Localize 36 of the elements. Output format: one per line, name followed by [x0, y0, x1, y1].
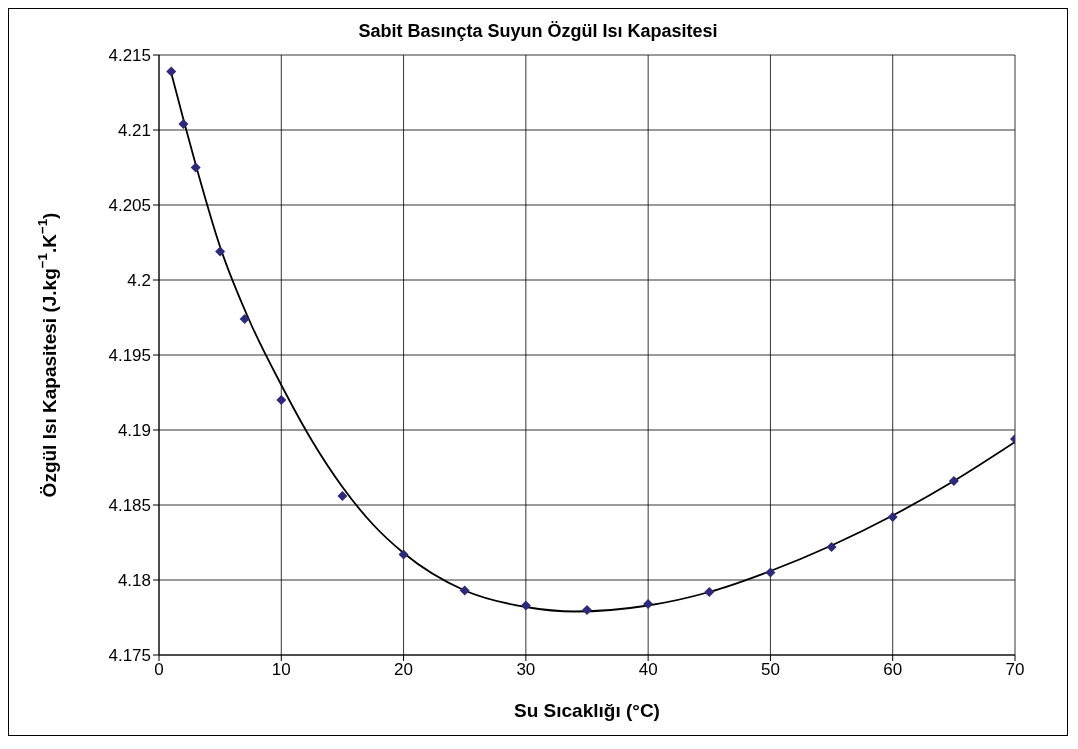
point: [765, 567, 776, 578]
x-tick-label: 0: [154, 660, 164, 680]
y-tick-label: 4.19: [117, 421, 151, 441]
point: [276, 395, 287, 405]
y-tick-label: 4.215: [108, 46, 151, 66]
y-tick-label: 4.205: [108, 196, 151, 216]
point: [178, 119, 189, 129]
point: [704, 587, 715, 597]
x-tick-label: 70: [1005, 660, 1025, 680]
point: [826, 542, 837, 552]
point: [190, 162, 201, 173]
y-tick-label: 4.175: [108, 646, 151, 666]
y-tick-label: 4.2: [127, 271, 151, 291]
point: [166, 66, 177, 77]
x-axis-title: Su Sıcaklığı (°C): [514, 700, 660, 721]
point: [398, 549, 409, 560]
x-tick-label: 40: [638, 660, 658, 680]
point: [459, 585, 470, 596]
point: [887, 512, 898, 522]
y-tick-label: 4.195: [108, 346, 151, 366]
chart-title: Sabit Basınçta Suyun Özgül Isı Kapasitesi: [357, 20, 719, 43]
point: [582, 605, 592, 615]
point: [337, 491, 348, 501]
x-tick-label: 60: [883, 660, 903, 680]
point: [239, 314, 250, 324]
x-tick-label: 30: [516, 660, 536, 680]
point: [215, 246, 226, 257]
y-tick-label: 4.185: [108, 496, 151, 516]
point: [948, 476, 959, 486]
y-tick-label: 4.21: [117, 121, 151, 141]
point: [520, 600, 531, 611]
x-tick-label: 50: [760, 660, 780, 680]
y-tick-label: 4.18: [117, 571, 151, 591]
point: [643, 599, 654, 609]
x-tick-label: 10: [271, 660, 291, 680]
x-tick-label: 20: [394, 660, 414, 680]
